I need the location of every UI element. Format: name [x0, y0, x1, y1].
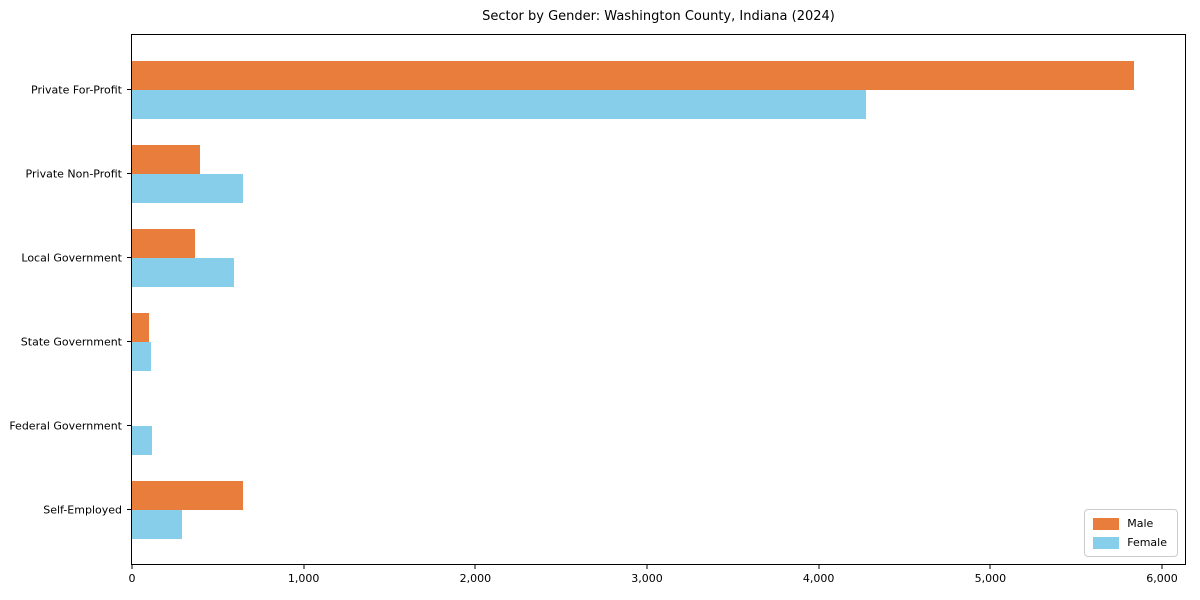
x-tick-label-6-000: 6,000	[1146, 572, 1178, 585]
bar-female-private-non-profit	[132, 173, 243, 203]
x-tick-label-1-000: 1,000	[287, 572, 320, 585]
bar-male-private-for-profit	[132, 60, 1134, 90]
legend: Male Female	[1084, 509, 1178, 557]
legend-label-female: Female	[1127, 536, 1167, 549]
y-tick-label-state-government: State Government	[20, 335, 122, 348]
y-axis-tick	[127, 257, 132, 258]
legend-item-female: Female	[1093, 536, 1167, 549]
bar-male-local-government	[132, 228, 195, 258]
y-tick-label-self-employed: Self-Employed	[43, 503, 122, 516]
legend-swatch-female	[1093, 536, 1120, 549]
legend-label-male: Male	[1127, 517, 1154, 530]
x-axis-tick	[989, 564, 991, 569]
x-axis-tick	[646, 564, 648, 569]
bar-female-self-employed	[132, 509, 183, 539]
legend-swatch-male	[1093, 517, 1120, 530]
x-tick-label-0: 0	[128, 572, 136, 585]
y-tick-label-private-for-profit: Private For-Profit	[31, 83, 122, 96]
bar-male-state-government	[132, 312, 149, 342]
plot-area: Male Female Private For-Profit Private No…	[9, 34, 1186, 585]
y-axis-tick	[127, 341, 132, 342]
bar-male-self-employed	[132, 480, 243, 510]
x-tick-label-2-000: 2,000	[459, 572, 492, 585]
y-axis-tick	[127, 425, 132, 426]
legend-item-male: Male	[1093, 517, 1167, 530]
x-axis-tick	[1161, 564, 1163, 569]
x-tick-label-4-000: 4,000	[802, 572, 835, 585]
y-axis-tick	[127, 509, 132, 510]
x-tick-label-5-000: 5,000	[974, 572, 1007, 585]
x-axis-tick	[474, 564, 476, 569]
bar-female-federal-government	[132, 425, 152, 455]
bar-female-private-for-profit	[132, 89, 867, 119]
bar-male-private-non-profit	[132, 144, 201, 174]
chart-title: Sector by Gender: Washington County, Ind…	[482, 9, 835, 24]
x-axis-tick	[303, 564, 305, 569]
x-axis-tick	[818, 564, 820, 569]
y-axis-tick	[127, 89, 132, 90]
x-tick-label-3-000: 3,000	[631, 572, 663, 585]
y-axis-tick	[127, 173, 132, 174]
y-tick-label-federal-government: Federal Government	[9, 419, 122, 432]
y-tick-label-local-government: Local Government	[21, 251, 122, 264]
x-axis-tick	[131, 564, 133, 569]
y-tick-label-private-non-profit: Private Non-Profit	[25, 167, 122, 180]
bar-female-local-government	[132, 257, 235, 287]
bar-female-state-government	[132, 341, 152, 371]
